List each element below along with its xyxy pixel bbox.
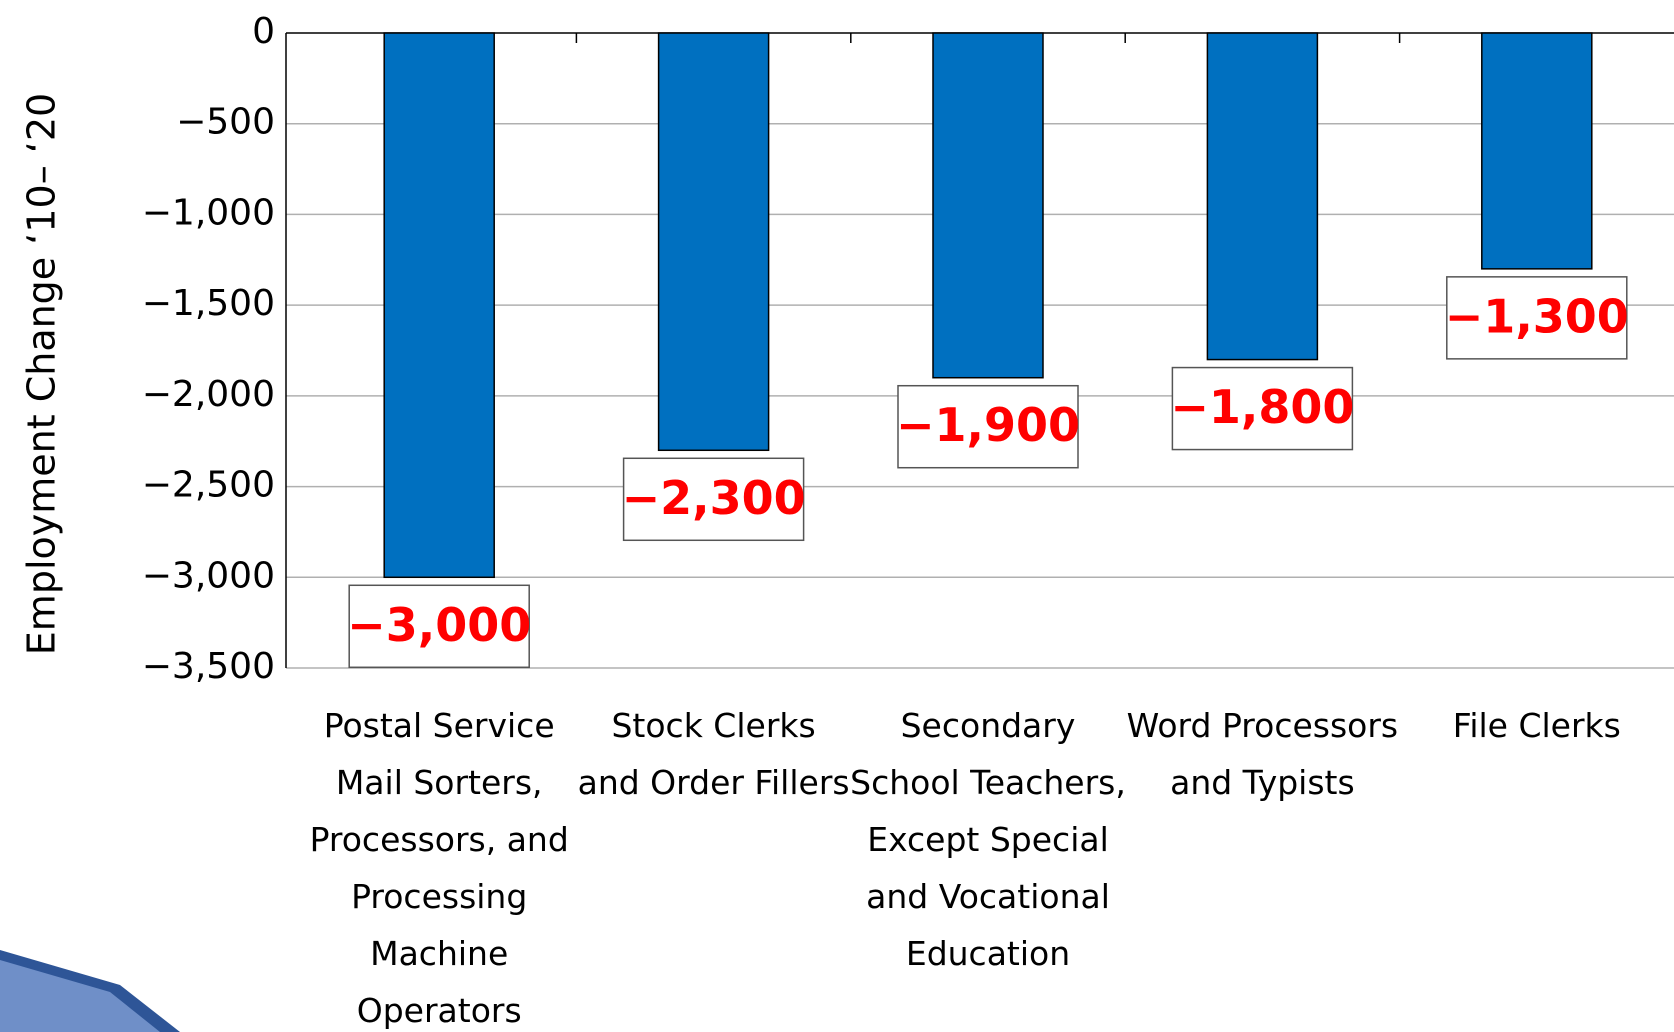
data-label: −3,000 <box>347 598 531 652</box>
corner-decoration <box>0 960 160 1032</box>
page: Employment Change ‘10– ‘20 0 −500 −1,000 −1… <box>0 0 1674 1032</box>
bar <box>1207 33 1317 360</box>
x-tick-label: File Clerks <box>1399 697 1674 754</box>
data-label: −1,300 <box>1445 289 1629 343</box>
x-tick-label: Postal Service Mail Sorters, Processors,… <box>301 697 577 1032</box>
y-tick-label: 0 <box>252 11 275 52</box>
bar <box>933 33 1043 378</box>
y-tick-label: −3,000 <box>142 555 275 596</box>
x-tick-label: Secondary School Teachers, Except Specia… <box>850 697 1126 982</box>
x-tick-label: Stock Clerks and Order Fillers <box>576 697 852 811</box>
bar <box>384 33 494 577</box>
y-tick-label: −2,500 <box>142 465 275 506</box>
y-axis-title: Employment Change ‘10– ‘20 <box>20 93 64 655</box>
y-tick-label: −2,000 <box>142 374 275 415</box>
bar <box>1482 33 1592 269</box>
y-tick-label: −1,500 <box>142 283 275 324</box>
data-label: −1,900 <box>896 398 1080 452</box>
y-tick-label: −3,500 <box>142 646 275 687</box>
data-label: −2,300 <box>622 471 806 525</box>
y-tick-label: −500 <box>176 102 275 143</box>
data-label: −1,800 <box>1170 380 1354 434</box>
bar <box>659 33 769 450</box>
chart: Employment Change ‘10– ‘20 0 −500 −1,000 −1… <box>0 0 1674 1032</box>
y-tick-label: −1,000 <box>142 192 275 233</box>
x-tick-label: Word Processors and Typists <box>1124 697 1400 811</box>
